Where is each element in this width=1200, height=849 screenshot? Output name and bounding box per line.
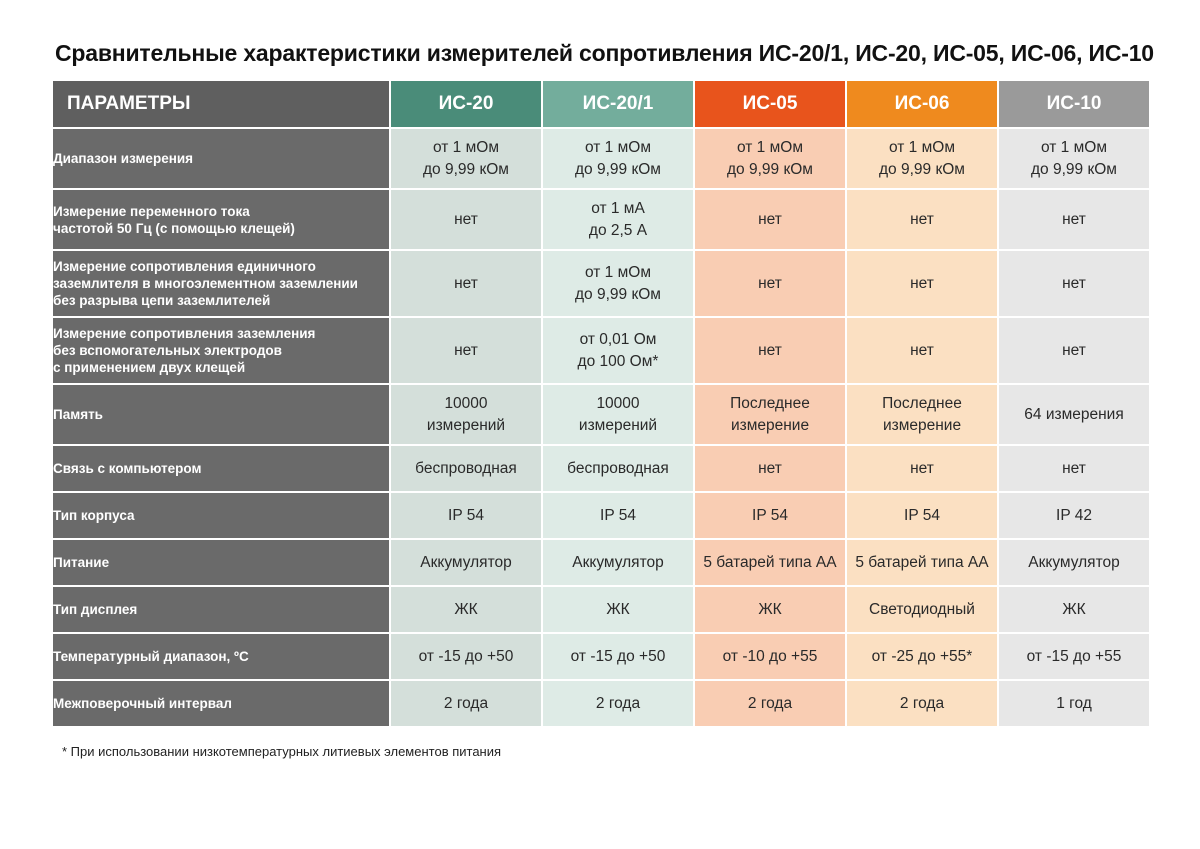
table-cell: IP 54	[847, 493, 997, 538]
row-parameter-label: Тип корпуса	[53, 493, 389, 538]
table-cell: нет	[695, 190, 845, 249]
table-cell: Аккумулятор	[391, 540, 541, 585]
table-row: Питание Аккумулятор Аккумулятор 5 батарей т…	[53, 540, 1149, 585]
table-cell: нет	[999, 446, 1149, 491]
table-cell: от -15 до +55	[999, 634, 1149, 679]
footnote: * При использовании низкотемпературных л…	[62, 744, 502, 759]
header-is-20: ИС-20	[391, 81, 541, 127]
header-is-05: ИС-05	[695, 81, 845, 127]
table-cell: нет	[847, 190, 997, 249]
table-cell: от -15 до +50	[543, 634, 693, 679]
comparison-table: ПАРАМЕТРЫ ИС-20 ИС-20/1 ИС-05 ИС-06 ИС-1…	[51, 79, 1151, 728]
table-cell: 5 батарей типа АА	[695, 540, 845, 585]
table-row: Измерение сопротивления заземления без вс…	[53, 318, 1149, 383]
row-parameter-label: Питание	[53, 540, 389, 585]
row-parameter-label: Память	[53, 385, 389, 444]
table-cell: ЖК	[999, 587, 1149, 632]
table-cell: IP 42	[999, 493, 1149, 538]
page-title: Сравнительные характеристики измерителей…	[55, 40, 1154, 66]
table-cell: от 1 мОм до 9,99 кОм	[543, 251, 693, 316]
table-row: Память 10000 измерений 10000 измерений Послед…	[53, 385, 1149, 444]
table-row: Диапазон измерения от 1 мОм до 9,99 кОм от …	[53, 129, 1149, 188]
table-cell: от 0,01 Ом до 100 Ом*	[543, 318, 693, 383]
table-cell: нет	[847, 318, 997, 383]
table-cell: ЖК	[543, 587, 693, 632]
row-parameter-label: Межповерочный интервал	[53, 681, 389, 726]
header-row: ПАРАМЕТРЫ ИС-20 ИС-20/1 ИС-05 ИС-06 ИС-1…	[53, 81, 1149, 127]
table-cell: нет	[391, 190, 541, 249]
table-cell: нет	[999, 251, 1149, 316]
table-cell: IP 54	[391, 493, 541, 538]
table-row: Тип корпуса IP 54 IP 54 IP 54 IP 54 IP 42	[53, 493, 1149, 538]
table-cell: 2 года	[543, 681, 693, 726]
table-cell: от 1 мОм до 9,99 кОм	[543, 129, 693, 188]
table-cell: нет	[847, 251, 997, 316]
table-row: Межповерочный интервал 2 года 2 года 2 года…	[53, 681, 1149, 726]
row-parameter-label: Температурный диапазон, ºС	[53, 634, 389, 679]
table-cell: от -15 до +50	[391, 634, 541, 679]
table-row: Тип дисплея ЖК ЖК ЖК Светодиодный ЖК	[53, 587, 1149, 632]
table-cell: нет	[695, 251, 845, 316]
table-cell: нет	[695, 318, 845, 383]
table-cell: от 1 мА до 2,5 А	[543, 190, 693, 249]
table-cell: Последнее измерение	[695, 385, 845, 444]
table-cell: нет	[999, 190, 1149, 249]
table-cell: нет	[695, 446, 845, 491]
table-cell: Последнее измерение	[847, 385, 997, 444]
table-cell: ЖК	[695, 587, 845, 632]
row-parameter-label: Измерение переменного тока частотой 50 Гц…	[53, 190, 389, 249]
table-cell: Аккумулятор	[999, 540, 1149, 585]
row-parameter-label: Связь с компьютером	[53, 446, 389, 491]
table-cell: от -25 до +55*	[847, 634, 997, 679]
table-cell: от -10 до +55	[695, 634, 845, 679]
table-cell: нет	[391, 318, 541, 383]
table-cell: беспроводная	[543, 446, 693, 491]
table-cell: 2 года	[695, 681, 845, 726]
table-cell: 64 измерения	[999, 385, 1149, 444]
header-is-20-1: ИС-20/1	[543, 81, 693, 127]
table-cell: беспроводная	[391, 446, 541, 491]
table-cell: Светодиодный	[847, 587, 997, 632]
table-cell: ЖК	[391, 587, 541, 632]
table-row: Температурный диапазон, ºС от -15 до +50 о…	[53, 634, 1149, 679]
table-cell: 10000 измерений	[543, 385, 693, 444]
header-params: ПАРАМЕТРЫ	[53, 81, 389, 127]
table-cell: нет	[391, 251, 541, 316]
table-cell: от 1 мОм до 9,99 кОм	[695, 129, 845, 188]
table-row: Измерение сопротивления единичного заземл…	[53, 251, 1149, 316]
table-cell: 5 батарей типа АА	[847, 540, 997, 585]
header-is-10: ИС-10	[999, 81, 1149, 127]
header-is-06: ИС-06	[847, 81, 997, 127]
table-cell: нет	[999, 318, 1149, 383]
table-cell: 10000 измерений	[391, 385, 541, 444]
row-parameter-label: Тип дисплея	[53, 587, 389, 632]
table-cell: от 1 мОм до 9,99 кОм	[999, 129, 1149, 188]
row-parameter-label: Измерение сопротивления единичного заземл…	[53, 251, 389, 316]
table-cell: IP 54	[543, 493, 693, 538]
table-cell: от 1 мОм до 9,99 кОм	[391, 129, 541, 188]
table-cell: нет	[847, 446, 997, 491]
table-cell: 2 года	[847, 681, 997, 726]
table-cell: IP 54	[695, 493, 845, 538]
table-cell: от 1 мОм до 9,99 кОм	[847, 129, 997, 188]
table-cell: 2 года	[391, 681, 541, 726]
table-row: Измерение переменного тока частотой 50 Гц…	[53, 190, 1149, 249]
table-cell: Аккумулятор	[543, 540, 693, 585]
row-parameter-label: Измерение сопротивления заземления без вс…	[53, 318, 389, 383]
table-row: Связь с компьютером беспроводная беспровод…	[53, 446, 1149, 491]
table-cell: 1 год	[999, 681, 1149, 726]
row-parameter-label: Диапазон измерения	[53, 129, 389, 188]
